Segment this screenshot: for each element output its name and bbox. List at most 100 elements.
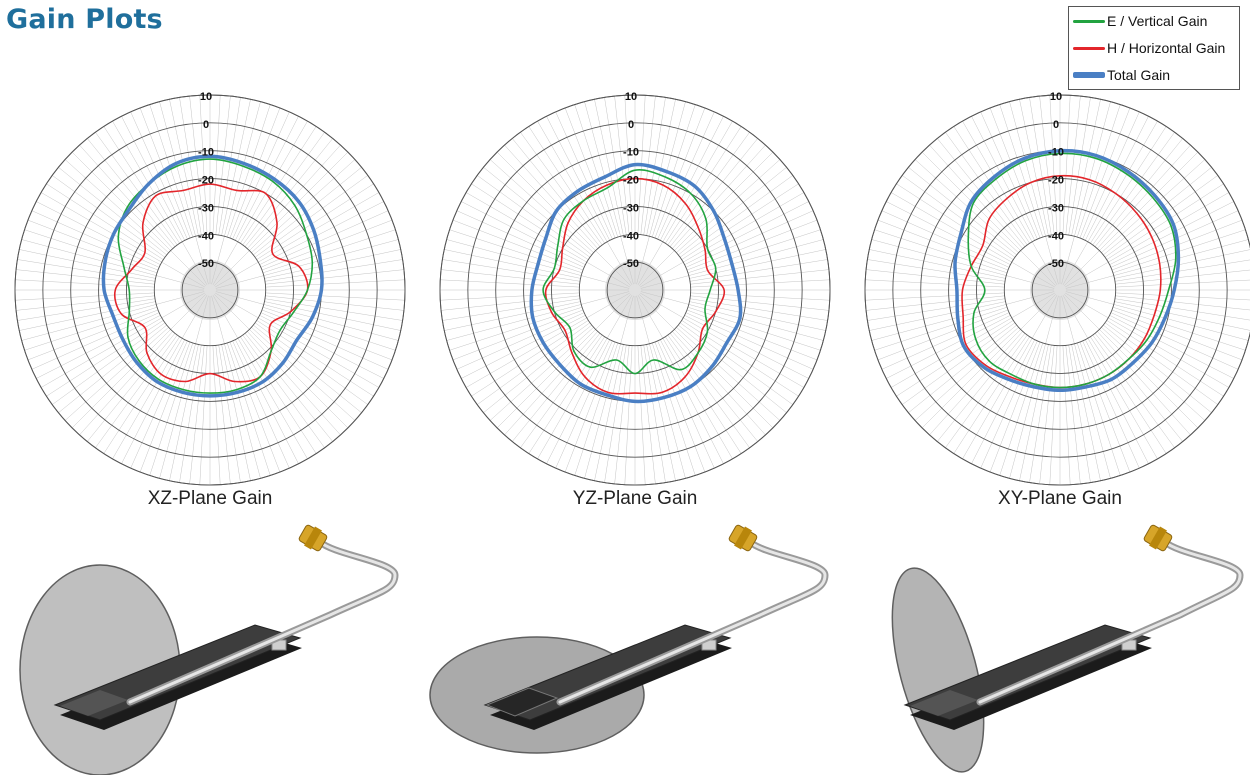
spoke-line [1071, 344, 1101, 481]
grid-ring [1031, 261, 1089, 319]
spoke-line [636, 101, 686, 285]
spoke-line [953, 336, 1030, 454]
spoke-line [999, 342, 1044, 476]
spoke-line [584, 101, 634, 285]
spoke-line [654, 107, 706, 239]
spoke-line [564, 107, 616, 239]
spoke-line [179, 344, 202, 483]
spoke-line [229, 341, 281, 473]
polar-grid [14, 94, 406, 486]
series-line-e-vertical-gain [542, 169, 717, 375]
spoke-line [264, 259, 403, 282]
spoke-line [1115, 295, 1250, 311]
spoke-line [1106, 320, 1224, 397]
grid-ring [606, 261, 664, 319]
series-line-total-gain [953, 148, 1181, 393]
legend-swatch-e-vertical [1073, 19, 1105, 23]
grid-ring [578, 233, 692, 347]
spoke-line [259, 315, 384, 379]
r-tick-label: -20 [623, 175, 639, 187]
spoke-line [1101, 327, 1206, 421]
spoke-line [989, 107, 1041, 239]
antenna-element [60, 690, 128, 716]
spoke-line [221, 344, 251, 481]
spoke-line [574, 104, 619, 238]
spoke-line [971, 339, 1035, 464]
spoke-line [660, 116, 724, 241]
spoke-line [1094, 138, 1183, 247]
spoke-line [520, 132, 603, 246]
spoke-line [130, 340, 188, 469]
spoke-line [678, 167, 787, 256]
spoke-line [260, 312, 389, 370]
spoke-line [504, 144, 598, 249]
spoke-line [441, 295, 580, 311]
spoke-line [945, 132, 1028, 246]
spoke-line [881, 210, 1010, 268]
spoke-line [1049, 95, 1058, 235]
grid-ring [153, 233, 267, 347]
spoke-line [654, 341, 706, 473]
spoke-line [865, 292, 1005, 301]
spoke-line [483, 167, 592, 256]
spoke-line [660, 339, 724, 464]
spoke-line [657, 111, 715, 240]
spoke-line [962, 121, 1058, 285]
legend-item-h-horizontal: H / Horizontal Gain [1073, 38, 1225, 58]
spoke-line [929, 331, 1023, 436]
spoke-line [546, 116, 610, 241]
chart-legend: E / Vertical Gain H / Horizontal Gain To… [1068, 6, 1240, 90]
series-line-h-horizontal-gain [544, 177, 726, 395]
spoke-line [440, 279, 580, 288]
spoke-line [881, 312, 1010, 370]
yz-plane-gain-chart: 10 0 -10 -20 -30 -40 -50 [439, 91, 831, 486]
spoke-line [189, 96, 205, 235]
spoke-line [512, 138, 601, 247]
spoke-line [149, 342, 194, 476]
spoke-line [1068, 97, 1091, 236]
spoke-line [1065, 345, 1081, 484]
spoke-line [1065, 291, 1249, 341]
spoke-line [46, 320, 164, 397]
spoke-line [1109, 201, 1234, 265]
spoke-line [676, 327, 781, 421]
spoke-line [215, 345, 231, 484]
spoke-line [980, 111, 1038, 240]
spoke-line [646, 344, 676, 481]
spoke-line [1062, 95, 1071, 235]
coax-cable-highlight [558, 540, 827, 704]
spoke-line [520, 334, 603, 448]
spoke-line [215, 291, 399, 341]
spoke-line [139, 341, 191, 473]
series-line-total-gain [529, 162, 743, 404]
spoke-line [564, 341, 616, 473]
spoke-line [980, 340, 1038, 469]
spoke-line [865, 279, 1005, 288]
yz-plane-caption: YZ-Plane Gain [572, 488, 698, 509]
spoke-line [471, 320, 589, 397]
spoke-line [690, 295, 829, 311]
legend-swatch-h-horizontal [1073, 46, 1105, 50]
outer-ring [14, 94, 406, 486]
spoke-line [1019, 99, 1049, 236]
spoke-line [442, 298, 581, 321]
spoke-line [264, 298, 403, 321]
spoke-line [1114, 301, 1250, 331]
outer-ring [864, 94, 1250, 486]
spoke-line [640, 192, 804, 288]
spoke-line [1114, 259, 1250, 282]
spoke-line [179, 97, 202, 236]
spoke-line [15, 292, 155, 301]
spoke-line [199, 345, 208, 485]
spoke-line [1094, 333, 1183, 442]
spoke-line [254, 322, 368, 405]
spoke-line [512, 333, 601, 442]
spoke-line [869, 249, 1006, 279]
spoke-line [1082, 111, 1140, 240]
spoke-line [189, 345, 205, 484]
spoke-line [574, 342, 619, 476]
legend-label: E / Vertical Gain [1107, 13, 1208, 29]
xz-plane-gain-chart: 10 0 -10 -20 -30 -40 -50 [14, 91, 406, 486]
spoke-line [651, 104, 696, 238]
spoke-line [896, 320, 1014, 397]
